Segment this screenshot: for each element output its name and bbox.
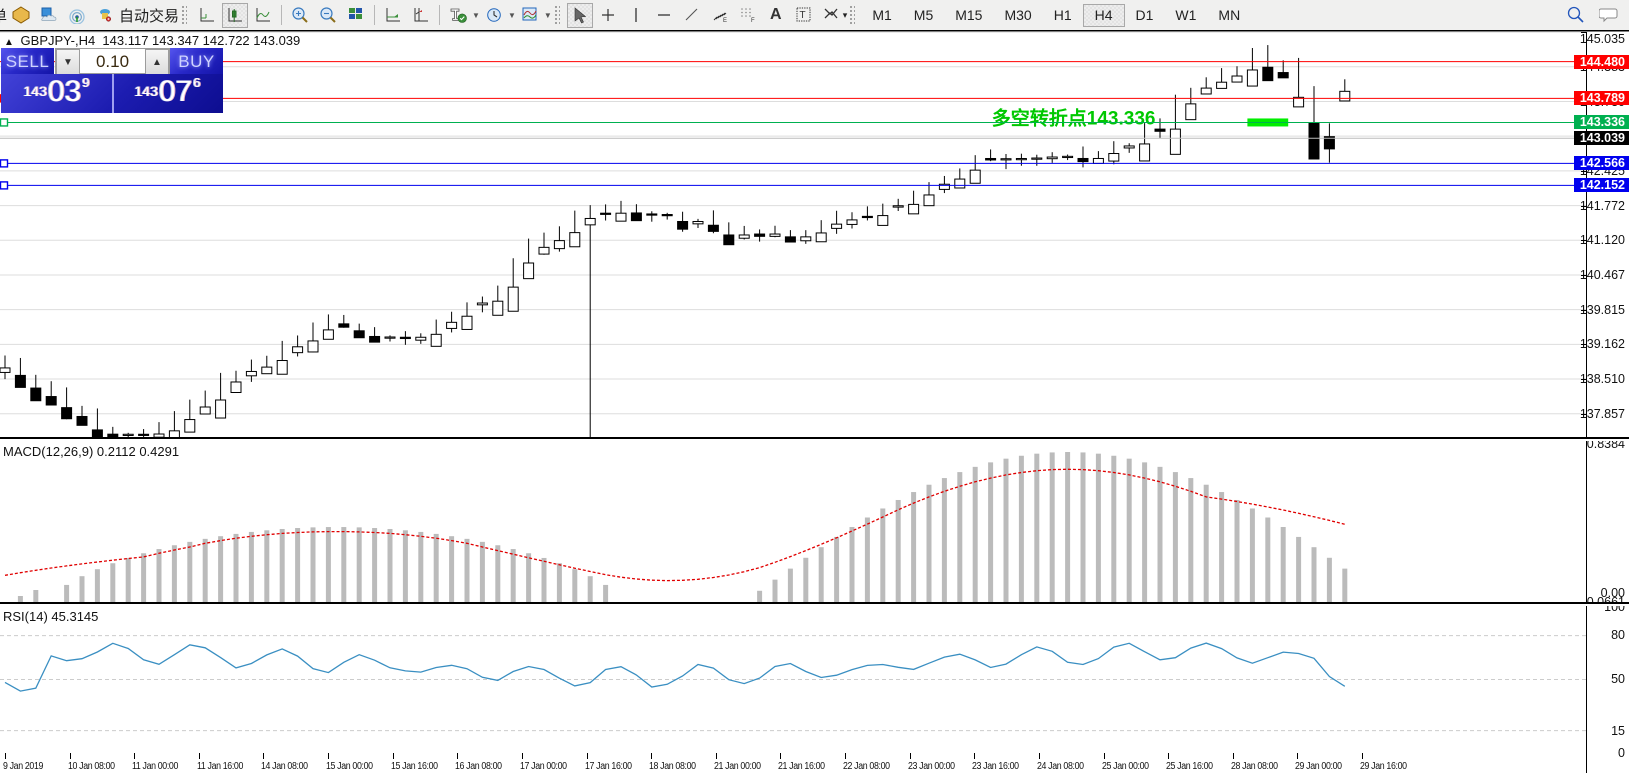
svg-text:多空转折点143.336: 多空转折点143.336 — [992, 106, 1156, 129]
svg-text:E: E — [723, 18, 727, 24]
svg-text:T: T — [799, 10, 805, 21]
svg-text:F: F — [751, 18, 755, 24]
